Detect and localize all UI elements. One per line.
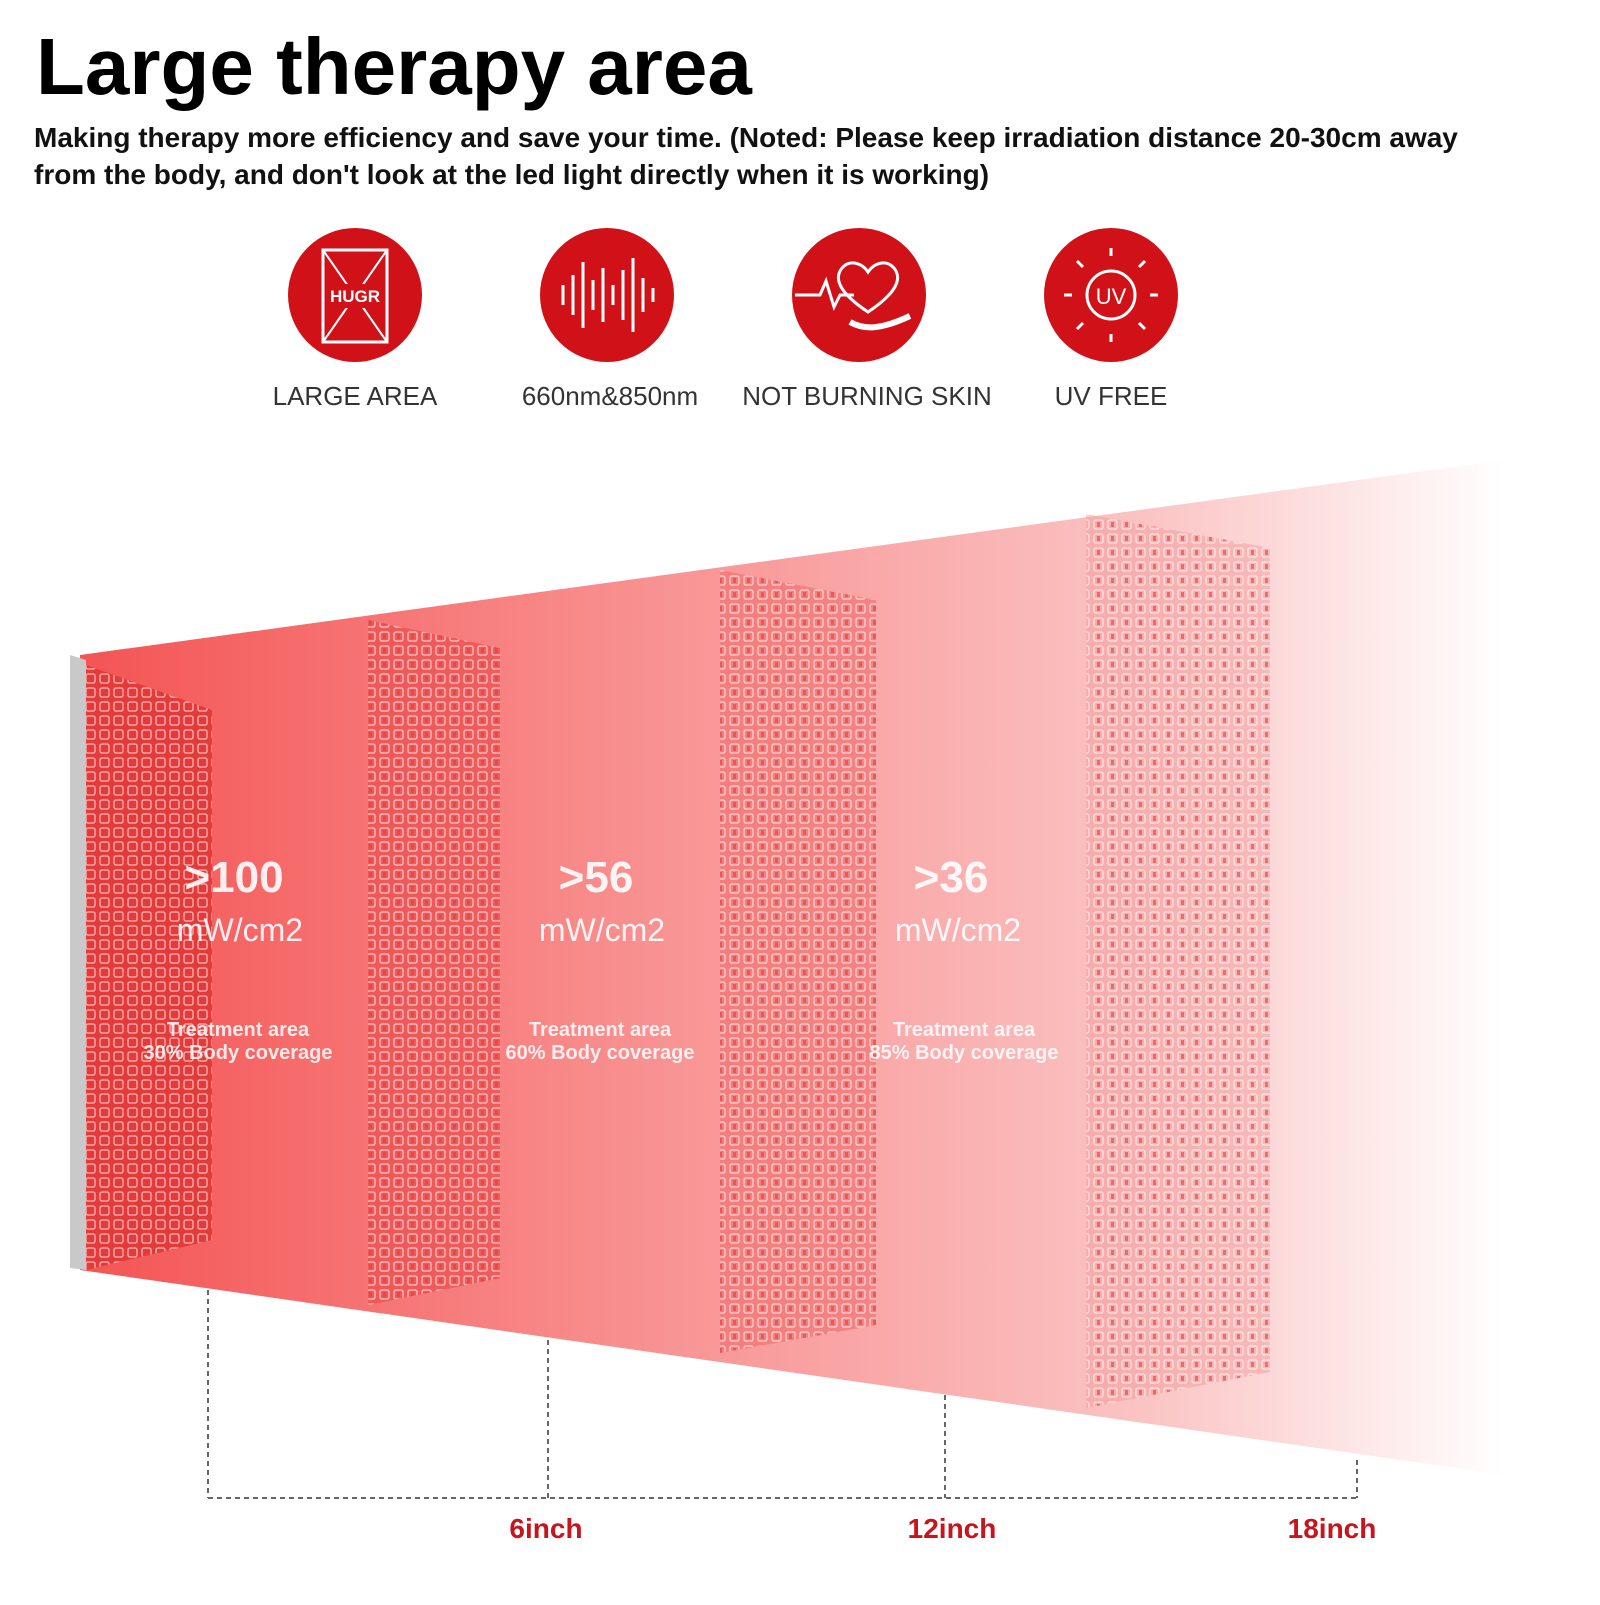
power-value: >100 xyxy=(184,853,283,902)
coverage-label: 85% Body coverage xyxy=(870,1042,1059,1064)
coverage-panel xyxy=(720,570,876,1353)
subtitle: Making therapy more efficiency and save … xyxy=(34,122,1458,153)
feature-label: NOT BURNING SKIN xyxy=(742,381,991,411)
power-value: >56 xyxy=(559,853,634,902)
feature-icon: UV xyxy=(1044,228,1178,362)
subtitle: from the body, and don't look at the led… xyxy=(34,159,989,190)
distance-label: 18inch xyxy=(1288,1513,1377,1544)
distance-label: 12inch xyxy=(908,1513,997,1544)
coverage-label: 60% Body coverage xyxy=(506,1042,695,1064)
area-label: Treatment area xyxy=(893,1019,1036,1041)
power-unit: mW/cm2 xyxy=(177,912,303,948)
distance-ruler xyxy=(207,1290,1358,1499)
feature-label: UV FREE xyxy=(1055,381,1168,411)
icon-text: UV xyxy=(1096,284,1127,309)
feature-icon: HUGR xyxy=(288,228,422,362)
feature-label: LARGE AREA xyxy=(273,381,438,411)
power-unit: mW/cm2 xyxy=(539,912,665,948)
coverage-panel xyxy=(1086,514,1270,1408)
coverage-panel xyxy=(368,620,500,1305)
feature-label: 660nm&850nm xyxy=(522,381,698,411)
area-label: Treatment area xyxy=(529,1019,672,1041)
distance-label: 6inch xyxy=(509,1513,582,1544)
coverage-label: 30% Body coverage xyxy=(144,1042,333,1064)
power-unit: mW/cm2 xyxy=(895,912,1021,948)
title: Large therapy area xyxy=(36,22,752,111)
area-label: Treatment area xyxy=(167,1019,310,1041)
device-panel xyxy=(70,655,212,1270)
icon-text: HUGR xyxy=(330,287,380,306)
feature-icon xyxy=(792,228,926,362)
power-value: >36 xyxy=(914,853,989,902)
feature-icon xyxy=(540,228,674,362)
